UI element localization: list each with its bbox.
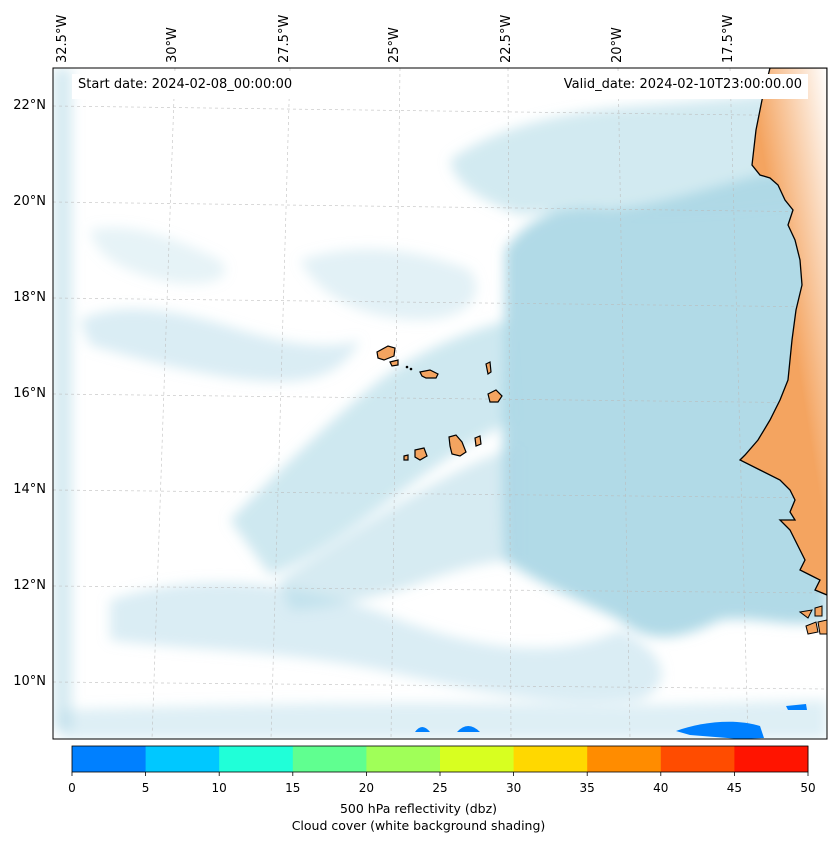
reflectivity-patch [676, 721, 764, 739]
map-frame [52, 67, 828, 740]
colorbar-segment [440, 746, 515, 772]
lon-label-17-5w: 17.5°W [721, 14, 736, 63]
cloud-diagonal-band-2 [280, 445, 520, 610]
cloud-cover [53, 68, 827, 739]
start-date-label: Start date: 2024-02-08_00:00:00 [78, 77, 293, 92]
boa-vista [487, 389, 503, 403]
lat-label-10n: 10°N [13, 674, 46, 689]
lon-label-30w: 30°W [165, 27, 180, 63]
sal [485, 361, 492, 375]
cloud-west-band [80, 309, 360, 382]
valid-date-box: Valid_date: 2024-02-10T23:00:00.00 [555, 74, 808, 99]
cloud-bottom-strip [60, 700, 827, 739]
colorbar-tick-label: 25 [432, 781, 448, 795]
colorbar-tick-label: 30 [505, 781, 522, 795]
colorbar-tick-label: 10 [211, 781, 227, 795]
colorbar-tick-label: 15 [285, 781, 301, 795]
colorbar [71, 745, 809, 776]
colorbar-segment [587, 746, 662, 772]
cloud-diagonal-band [230, 320, 515, 575]
lat-label-18n: 18°N [13, 290, 46, 305]
bijagos-islands [798, 605, 827, 635]
fogo [414, 447, 428, 461]
colorbar-segment [660, 746, 735, 772]
cloud-main-region [502, 170, 827, 637]
cloud-left-edge [53, 68, 72, 730]
lon-label-20w: 20°W [610, 27, 625, 63]
brava [403, 454, 409, 461]
start-date-box: Start date: 2024-02-08_00:00:00 [72, 74, 299, 99]
colorbar-label: 500 hPa reflectivity (dbz) [339, 801, 498, 816]
reflectivity-patch [786, 704, 807, 710]
cloud-upper-band [450, 92, 827, 215]
lon-label-27-5w: 27.5°W [277, 14, 292, 63]
lat-label-14n: 14°N [13, 482, 46, 497]
cloud-north-west [90, 227, 226, 284]
valid-date-label: Valid_date: 2024-02-10T23:00:00.00 [563, 77, 802, 92]
colorbar-tick-label: 50 [800, 781, 816, 795]
colorbar-tick-label: 0 [68, 781, 76, 795]
colorbar-segment [513, 746, 588, 772]
colorbar-segment [72, 746, 147, 772]
lat-label-12n: 12°N [13, 578, 46, 593]
colorbar-tick-label: 35 [579, 781, 595, 795]
colorbar-sublabel: Cloud cover (white background shading) [291, 818, 546, 833]
sao-nicolau [419, 369, 439, 379]
colorbar-tick-label: 20 [358, 781, 375, 795]
sao-vicente [389, 359, 399, 367]
lon-label-32-5w: 32.5°W [55, 14, 70, 63]
lat-label-20n: 20°N [13, 194, 46, 209]
lon-label-25w: 25°W [387, 27, 402, 63]
reflectivity-patch [415, 727, 430, 732]
lat-label-16n: 16°N [13, 386, 46, 401]
colorbar-tick-label: 45 [726, 781, 743, 795]
colorbar-segment [292, 746, 367, 772]
cape-verde-islands [376, 345, 503, 461]
colorbar-tick-label: 5 [141, 781, 150, 795]
lon-label-22-5w: 22.5°W [499, 14, 514, 63]
islet [409, 367, 413, 371]
cloud-south-band [110, 582, 662, 703]
colorbar-tick-label: 40 [653, 781, 669, 795]
africa-landmass [738, 68, 827, 596]
reflectivity-patches [415, 704, 807, 739]
lat-label-22n: 22°N [13, 98, 46, 113]
colorbar-segment [734, 746, 809, 772]
colorbar-segment [366, 746, 441, 772]
maio [474, 435, 482, 447]
gridlines [53, 68, 827, 739]
colorbar-segment [145, 746, 220, 772]
santiago [448, 434, 467, 457]
reflectivity-patch [457, 726, 480, 732]
santo-antao [376, 345, 396, 361]
islet [405, 365, 409, 369]
colorbar-segment [219, 746, 294, 772]
map-content [53, 68, 827, 739]
